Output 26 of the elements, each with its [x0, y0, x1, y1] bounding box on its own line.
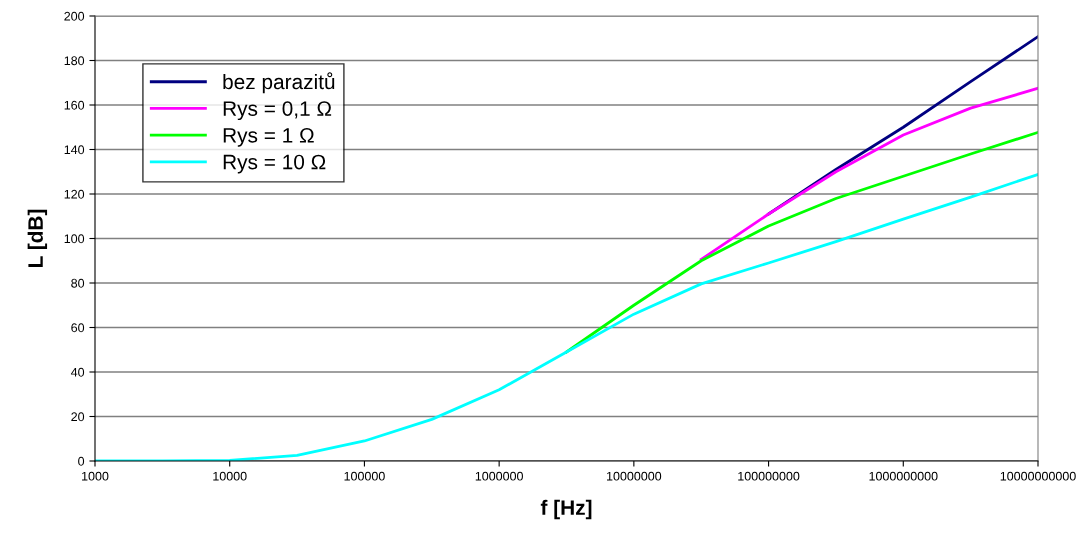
- x-tick-label: 100000000: [738, 471, 800, 481]
- y-tick-label: 160: [64, 100, 85, 110]
- legend-label: Rys = 10 Ω: [223, 154, 326, 174]
- x-tick-label: 1000000: [475, 471, 523, 481]
- legend-label: Rys = 0,1 Ω: [223, 101, 332, 121]
- x-tick-label: 10000000000: [1000, 471, 1076, 481]
- y-tick-label: 100: [64, 234, 85, 244]
- y-tick-label: 200: [64, 11, 85, 21]
- x-tick-label: 1000: [82, 471, 109, 481]
- y-tick-label: 0: [78, 456, 85, 466]
- y-tick-label: 140: [64, 145, 85, 155]
- x-axis-title: f [Hz]: [540, 499, 592, 520]
- y-tick-label: 120: [64, 189, 85, 199]
- y-tick-label: 20: [71, 412, 85, 422]
- y-tick-label: 40: [70, 367, 85, 377]
- y-tick-label: 60: [71, 323, 85, 333]
- line-series: [699, 86, 1038, 261]
- x-tick-label: 100000: [344, 471, 385, 481]
- x-tick-label: 10000000: [607, 471, 662, 481]
- y-tick-label: 180: [64, 56, 85, 66]
- y-axis-title: L [dB]: [27, 209, 48, 267]
- legend-label: bez parazitů: [223, 72, 335, 94]
- legend-label: Rys = 1 Ω: [223, 127, 314, 147]
- x-tick-label: 1000000000: [869, 471, 938, 481]
- x-tick-label: 10000: [213, 471, 247, 481]
- y-tick-label: 80: [71, 278, 85, 288]
